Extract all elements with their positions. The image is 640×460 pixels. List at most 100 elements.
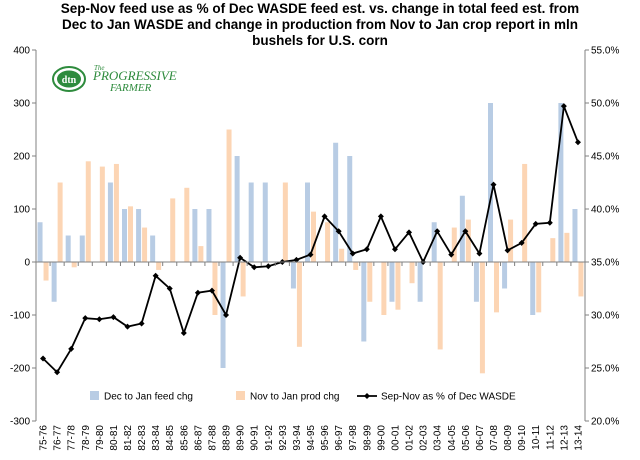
pct-point	[124, 323, 131, 330]
legend-swatch-prod	[236, 391, 245, 400]
y-left-tick-label: 0	[24, 258, 30, 269]
x-tick-label: 90-91	[250, 425, 261, 451]
x-tick-label: 97-98	[348, 425, 359, 451]
prod-chg-bar	[85, 161, 91, 262]
x-tick-label: 11-12	[545, 425, 556, 450]
x-tick-label: 76-77	[53, 425, 64, 451]
pct-point	[138, 320, 145, 327]
axes: 400 300 200 100 0 -100 -200 -300 55.0% 50.0% 45.0%…	[10, 46, 619, 451]
pct-point	[208, 287, 215, 294]
prod-chg-bar	[296, 262, 302, 347]
pct-point	[335, 228, 342, 235]
prod-chg-bar	[99, 166, 105, 262]
feed-chg-bar	[473, 262, 479, 302]
y-left-tick-label: 200	[13, 152, 30, 163]
x-tick-label: 96-97	[334, 425, 345, 451]
legend: Dec to Jan feed chg Nov to Jan prod chg Se…	[90, 391, 516, 403]
legend-label-feed: Dec to Jan feed chg	[104, 392, 193, 403]
x-tick-label: 13-14	[573, 425, 584, 451]
feed-chg-bar	[305, 182, 310, 262]
prod-chg-bar	[367, 262, 373, 302]
x-tick-label: 81-82	[123, 425, 134, 451]
logo-line3: FARMER	[109, 82, 152, 94]
legend-swatch-feed	[90, 391, 99, 400]
pct-point	[490, 181, 497, 188]
prod-chg-bar	[339, 248, 345, 262]
pct-point	[462, 228, 469, 235]
pct-point	[560, 103, 567, 110]
pct-point	[152, 272, 159, 279]
progressive-farmer-logo: dtn The PROGRESSIVE FARMER	[52, 64, 177, 94]
pct-point	[349, 250, 356, 257]
x-tick-label: 05-06	[461, 425, 472, 451]
pct-point	[448, 251, 455, 258]
plot-line	[40, 103, 581, 376]
pct-point	[82, 315, 89, 322]
x-tick-label: 85-86	[179, 425, 190, 451]
pct-point	[504, 247, 511, 254]
x-tick-label: 91-92	[264, 425, 275, 451]
legend-label-prod: Nov to Jan prod chg	[250, 392, 340, 403]
prod-chg-bar	[282, 182, 288, 262]
prod-chg-bar	[142, 227, 148, 262]
pct-point	[321, 213, 328, 220]
feed-chg-bar	[389, 262, 395, 302]
feed-chg-bar	[558, 103, 564, 262]
logo-line2: PROGRESSIVE	[92, 68, 177, 83]
prod-chg-bar	[113, 163, 119, 262]
pct-point	[180, 330, 187, 337]
prod-chg-bar	[240, 262, 246, 297]
pct-point	[251, 264, 258, 271]
prod-chg-bar	[71, 262, 77, 268]
feed-chg-bar	[290, 262, 296, 289]
prod-chg-bar	[508, 219, 514, 262]
feed-chg-bar	[347, 156, 353, 262]
y-right-tick-label: 25.0%	[591, 364, 619, 375]
feed-chg-bar	[262, 182, 268, 262]
x-tick-label: 95-96	[320, 425, 331, 451]
logo-badge-text: dtn	[62, 75, 77, 86]
feed-chg-bar	[488, 103, 493, 262]
feed-chg-bar	[333, 142, 339, 262]
y-left-tick-label: 300	[13, 99, 30, 110]
prod-chg-bar	[536, 262, 542, 313]
prod-chg-bar	[212, 262, 218, 315]
x-tick-label: 87-88	[207, 425, 218, 451]
pct-point	[110, 314, 117, 321]
feed-chg-bar	[361, 262, 367, 342]
prod-chg-bar	[184, 187, 190, 262]
feed-chg-bar	[79, 235, 85, 262]
feed-chg-bar	[431, 222, 437, 262]
prod-chg-bar	[494, 262, 499, 313]
prod-chg-bar	[325, 222, 331, 262]
x-tick-label: 78-79	[81, 425, 92, 451]
x-tick-label: 79-80	[95, 425, 106, 451]
pct-point	[40, 355, 47, 362]
x-tick-label: 06-07	[475, 425, 486, 451]
plot-bars	[37, 103, 584, 374]
y-right-tick-label: 30.0%	[591, 311, 619, 322]
pct-point	[293, 256, 300, 263]
prod-chg-bar	[465, 219, 471, 262]
chart-title-line-2: Dec to Jan WASDE and change in productio…	[61, 17, 579, 32]
feed-chg-bar	[248, 182, 254, 262]
pct-point	[194, 289, 201, 296]
x-tick-label: 08-09	[503, 425, 514, 451]
feed-chg-bar	[107, 182, 113, 262]
x-tick-label: 93-94	[292, 425, 303, 451]
x-tick-label: 04-05	[447, 425, 458, 451]
y-left-tick-label: -300	[10, 417, 30, 428]
prod-chg-bar	[409, 262, 415, 284]
pct-point	[96, 316, 103, 323]
feed-chg-bar	[37, 222, 43, 262]
feed-chg-bar	[234, 156, 240, 262]
x-tick-label: 99-00	[376, 425, 387, 451]
x-tick-label: 09-10	[517, 425, 528, 451]
prod-chg-bar	[43, 262, 49, 281]
pct-point	[363, 246, 370, 253]
chart-title: Sep-Nov feed use as % of Dec WASDE feed …	[0, 1, 640, 49]
x-tick-label: 89-90	[236, 425, 247, 451]
pct-point	[377, 213, 384, 220]
y-right-tick-label: 40.0%	[591, 205, 619, 216]
